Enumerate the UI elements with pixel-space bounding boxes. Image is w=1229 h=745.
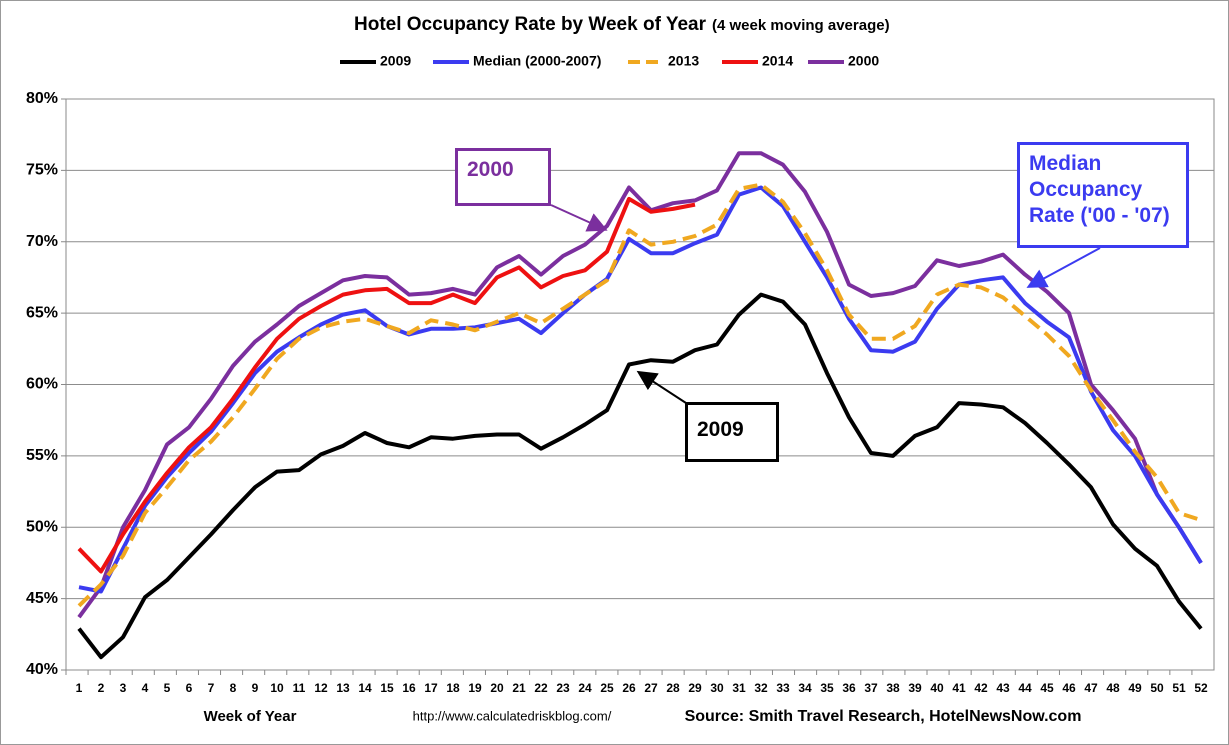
x-tick-label: 32 (754, 681, 768, 695)
x-axis-title: Week of Year (204, 708, 297, 725)
x-tick-label: 25 (600, 681, 614, 695)
x-tick-label: 18 (446, 681, 460, 695)
x-tick-label: 2 (98, 681, 105, 695)
x-tick-label: 16 (402, 681, 416, 695)
annotation-box: 2000 (455, 148, 551, 206)
y-tick-label: 70% (26, 233, 58, 250)
url-text: http://www.calculatedriskblog.com/ (413, 708, 612, 723)
x-tick-label: 35 (820, 681, 834, 695)
x-tick-label: 9 (252, 681, 259, 695)
x-tick-label: 4 (142, 681, 149, 695)
x-tick-label: 3 (120, 681, 127, 695)
x-tick-label: 44 (1018, 681, 1032, 695)
y-tick-label: 55% (26, 447, 58, 464)
x-tick-label: 48 (1106, 681, 1120, 695)
y-tick-label: 75% (26, 162, 58, 179)
series-line (77, 292, 1203, 660)
x-tick-label: 41 (952, 681, 966, 695)
y-tick-label: 50% (26, 518, 58, 535)
x-tick-label: 50 (1150, 681, 1164, 695)
x-tick-label: 5 (164, 681, 171, 695)
x-tick-label: 15 (380, 681, 394, 695)
x-tick-label: 12 (314, 681, 328, 695)
annotation-text: Rate ('00 - '07) (1029, 204, 1170, 227)
x-tick-label: 47 (1084, 681, 1098, 695)
x-tick-label: 22 (534, 681, 548, 695)
legend-label: 2014 (762, 53, 793, 69)
annotation-text: 2009 (697, 418, 744, 441)
x-tick-label: 21 (512, 681, 526, 695)
x-tick-label: 30 (710, 681, 724, 695)
x-tick-label: 34 (798, 681, 812, 695)
annotation-text: Median (1029, 152, 1102, 175)
y-tick-label: 60% (26, 376, 58, 393)
x-tick-label: 38 (886, 681, 900, 695)
annotation-text: Occupancy (1029, 178, 1143, 201)
series-line (78, 185, 1203, 594)
x-tick-label: 14 (358, 681, 372, 695)
y-tick-label: 80% (26, 90, 58, 107)
x-tick-label: 31 (732, 681, 746, 695)
annotation-arrow (1026, 247, 1101, 288)
annotation-text: 2000 (467, 158, 514, 181)
chart-subtitle: (4 week moving average) (712, 17, 890, 34)
annotation-box: Median Occupancy Rate ('00 - '07) (1017, 142, 1189, 248)
y-tick-label: 65% (26, 304, 58, 321)
annotation-arrow (636, 370, 687, 404)
x-tick-label: 45 (1040, 681, 1054, 695)
x-tick-label: 28 (666, 681, 680, 695)
legend-label: Median (2000-2007) (473, 53, 601, 69)
x-tick-label: 40 (930, 681, 944, 695)
x-tick-label: 29 (688, 681, 702, 695)
x-tick-label: 27 (644, 681, 658, 695)
x-tick-label: 6 (186, 681, 193, 695)
series-line (77, 182, 1202, 608)
legend-label: 2013 (668, 53, 699, 69)
annotation-arrow (550, 204, 608, 232)
annotation-box: 2009 (685, 402, 779, 462)
y-tick-label: 40% (26, 661, 58, 678)
x-tick-label: 51 (1172, 681, 1186, 695)
chart-title: Hotel Occupancy Rate by Week of Year (354, 14, 707, 35)
legend-label: 2000 (848, 53, 879, 69)
x-tick-label: 10 (270, 681, 284, 695)
x-tick-label: 23 (556, 681, 570, 695)
x-tick-label: 42 (974, 681, 988, 695)
x-tick-label: 43 (996, 681, 1010, 695)
x-tick-label: 46 (1062, 681, 1076, 695)
series-line (77, 196, 696, 574)
x-tick-label: 24 (578, 681, 592, 695)
series-line (77, 151, 1203, 619)
y-tick-label: 45% (26, 590, 58, 607)
x-tick-label: 19 (468, 681, 482, 695)
x-tick-label: 17 (424, 681, 438, 695)
source-text: Source: Smith Travel Research, HotelNews… (685, 708, 1082, 725)
x-tick-label: 11 (293, 681, 306, 695)
x-tick-label: 7 (208, 681, 215, 695)
x-tick-label: 20 (490, 681, 504, 695)
x-tick-label: 37 (864, 681, 878, 695)
x-tick-label: 13 (336, 681, 350, 695)
x-tick-label: 8 (230, 681, 237, 695)
x-tick-label: 26 (622, 681, 636, 695)
annotation-arrows (550, 204, 1101, 404)
x-tick-label: 52 (1194, 681, 1208, 695)
x-tick-label: 39 (908, 681, 922, 695)
x-tick-label: 1 (76, 681, 83, 695)
x-tick-label: 49 (1128, 681, 1142, 695)
x-tick-label: 36 (842, 681, 856, 695)
legend-label: 2009 (380, 53, 411, 69)
x-tick-label: 33 (776, 681, 790, 695)
